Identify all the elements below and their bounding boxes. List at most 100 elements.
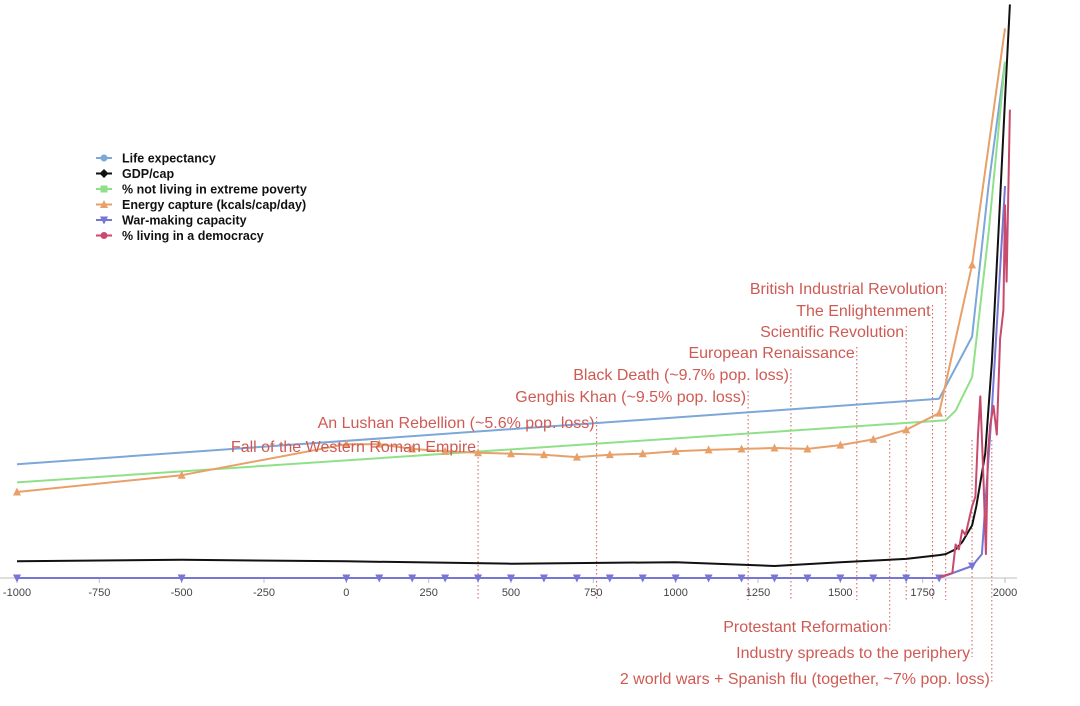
x-tick-label: 1250 (746, 587, 770, 599)
data-point (342, 439, 351, 448)
legend-swatch-marker (100, 200, 108, 208)
legend-item: % not living in extreme poverty (96, 183, 307, 197)
annotation-label: European Renaissance (688, 345, 854, 362)
series-not-living-in-extreme-poverty (16, 61, 1006, 484)
annotation-label: 2 world wars + Spanish flu (together, ~7… (620, 671, 990, 688)
x-tick-label: -750 (88, 587, 110, 599)
legend-swatch-marker (100, 232, 108, 239)
data-point (836, 440, 845, 449)
annotation-label: Protestant Reformation (723, 619, 888, 636)
legend-label: War-making capacity (122, 214, 247, 228)
x-axis: -1000 -750 -500 -250 0 250 500 750 1000 1250 1500 1… (0, 577, 1017, 599)
legend-item: War-making capacity (96, 214, 247, 228)
data-point (507, 574, 515, 583)
data-point (869, 434, 878, 443)
data-point (572, 452, 581, 461)
data-point (770, 443, 779, 452)
annotation-label: British Industrial Revolution (750, 281, 944, 298)
data-point (737, 574, 746, 583)
data-point (704, 445, 713, 454)
data-point (638, 449, 647, 458)
series-line (938, 109, 1011, 578)
annotation-label: Black Death (~9.7% pop. loss) (573, 367, 789, 384)
data-point (507, 449, 515, 458)
legend-swatch-marker (99, 169, 109, 178)
x-tick-label: -1000 (3, 587, 31, 599)
annotation-label: Industry spreads to the periphery (736, 645, 970, 662)
data-point (770, 574, 779, 583)
annotation-label: An Lushan Rebellion (~5.6% pop. loss) (318, 415, 595, 432)
data-point (803, 574, 812, 583)
legend-item: GDP/cap (96, 167, 174, 181)
data-point (474, 448, 483, 457)
series-energy-capture-kcals-cap-day (13, 28, 1006, 496)
annotation-labels: British Industrial Revolution The Enlight… (231, 281, 990, 688)
data-point (704, 574, 713, 583)
data-point (869, 574, 878, 583)
data-point (408, 574, 417, 583)
data-point (474, 574, 483, 583)
series-line (16, 61, 1006, 466)
annotation-label: Genghis Khan (~9.5% pop. loss) (515, 389, 746, 406)
legend-swatch-marker (100, 154, 108, 162)
data-point (935, 408, 944, 417)
legend-item: % living in a democracy (96, 229, 264, 243)
data-point (671, 446, 680, 455)
data-point (177, 574, 186, 583)
series-war-making-capacity (13, 185, 1006, 583)
x-tick-label: -500 (171, 587, 193, 599)
x-tick-label: 2000 (993, 587, 1017, 599)
data-point (177, 470, 186, 479)
series-gdp-cap (16, 4, 1011, 567)
annotation-label: The Enlightenment (796, 303, 931, 320)
x-tick-label: 250 (419, 587, 437, 599)
data-point (539, 574, 548, 583)
data-point (605, 450, 614, 459)
series-life-expectancy (16, 61, 1006, 466)
series-line (16, 61, 1006, 484)
legend-item: Life expectancy (96, 152, 216, 166)
data-point (968, 260, 977, 269)
series-living-in-a-democracy (938, 109, 1011, 578)
data-point (539, 450, 548, 459)
data-point (605, 574, 614, 583)
legend-label: GDP/cap (122, 167, 174, 181)
legend-item: Energy capture (kcals/cap/day) (96, 198, 306, 212)
data-point (375, 574, 384, 583)
legend-label: Life expectancy (122, 152, 216, 166)
data-point (968, 562, 977, 571)
data-point (408, 444, 417, 453)
data-point (441, 446, 450, 455)
data-point (13, 574, 21, 583)
x-tick-label: -250 (253, 587, 275, 599)
x-tick-label: 1000 (663, 587, 687, 599)
x-tick-label: 500 (502, 587, 520, 599)
data-point (572, 574, 581, 583)
data-point (342, 574, 351, 583)
data-point (902, 425, 911, 434)
series-line (16, 4, 1011, 567)
data-point (638, 574, 647, 583)
annotation-label: Scientific Revolution (760, 324, 904, 341)
x-tick-label: 0 (343, 587, 349, 599)
x-tick-label: 1750 (910, 587, 934, 599)
x-tick-label: 750 (584, 587, 602, 599)
legend-label: % living in a democracy (122, 229, 264, 243)
annotation-guides (477, 283, 993, 683)
legend-swatch-marker (100, 185, 108, 193)
data-point (803, 444, 812, 453)
data-point (375, 439, 384, 448)
data-point (737, 444, 746, 453)
annotation-label: Fall of the Western Roman Empire (231, 439, 476, 456)
data-point (441, 574, 450, 583)
legend-label: Energy capture (kcals/cap/day) (122, 198, 306, 212)
data-point (13, 487, 21, 496)
data-point (902, 574, 911, 583)
data-point (671, 574, 680, 583)
legend-label: % not living in extreme poverty (122, 183, 307, 197)
legend-swatch-marker (100, 216, 108, 225)
data-point (836, 574, 845, 583)
